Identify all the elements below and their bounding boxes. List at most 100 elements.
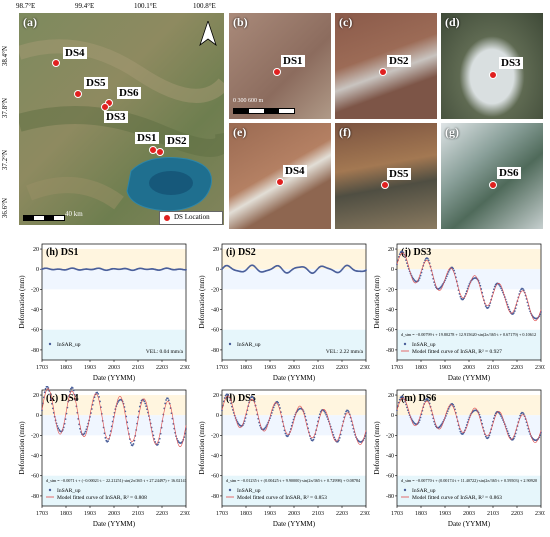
- data-point: [277, 401, 280, 404]
- y-tick-label: 0: [216, 267, 219, 273]
- data-point: [447, 270, 450, 273]
- photo-site-label: DS1: [281, 55, 305, 67]
- fitted-curve: [41, 388, 187, 447]
- chart-band: [222, 289, 366, 330]
- y-tick-label: -80: [31, 348, 39, 354]
- data-point: [499, 413, 502, 416]
- site-marker-ds3: [101, 103, 109, 111]
- chart-band: [222, 475, 366, 506]
- data-point: [309, 437, 312, 440]
- x-tick-label: 1703: [36, 511, 48, 517]
- data-point: [313, 436, 316, 439]
- chart-band: [397, 435, 541, 476]
- data-point: [452, 403, 455, 406]
- y-axis-label: Deformation (mm): [18, 421, 26, 475]
- data-point: [453, 405, 455, 408]
- fitted-curve: [396, 397, 542, 443]
- y-tick-label: -80: [211, 494, 219, 500]
- data-point: [498, 284, 501, 286]
- y-tick-label: -60: [386, 328, 394, 334]
- x-tick-label: 2003: [463, 511, 475, 517]
- data-point: [312, 438, 315, 441]
- y-axis-label: Deformation (mm): [18, 275, 26, 329]
- y-tick-label: -20: [31, 433, 39, 439]
- data-point: [513, 435, 516, 438]
- y-tick-label: -80: [31, 494, 39, 500]
- x-tick-label: 1703: [36, 365, 48, 371]
- data-point: [512, 437, 515, 440]
- y-tick-label: 0: [36, 267, 39, 273]
- photo-letter: (c): [339, 15, 353, 29]
- data-point: [452, 267, 455, 270]
- lat-tick: 38.4°N: [1, 46, 9, 67]
- data-point: [512, 312, 515, 314]
- photo-site-label: DS5: [387, 168, 411, 180]
- legend-label: InSAR_up: [237, 342, 261, 348]
- y-tick-label: -40: [386, 454, 394, 460]
- data-point: [223, 397, 226, 399]
- x-tick-label: 2003: [108, 365, 120, 371]
- data-point: [488, 434, 491, 437]
- x-tick-label: 2003: [288, 511, 300, 517]
- data-point: [44, 387, 47, 390]
- y-axis-label: Deformation (mm): [198, 421, 206, 475]
- y-tick-label: 0: [216, 413, 219, 419]
- x-tick-label: 1803: [415, 365, 427, 371]
- data-point: [462, 432, 465, 435]
- chart-band: [42, 249, 186, 270]
- y-tick-label: 20: [388, 247, 394, 253]
- y-tick-label: 20: [33, 393, 39, 399]
- data-point: [264, 426, 267, 429]
- velocity-annotation: VEL: 2.22 mm/a: [326, 349, 364, 355]
- lat-tick: 36.6°N: [1, 198, 9, 219]
- data-point: [344, 412, 347, 415]
- data-point: [145, 405, 148, 408]
- x-tick-label: 1803: [415, 511, 427, 517]
- data-point: [337, 440, 339, 443]
- y-tick-label: 20: [213, 247, 219, 253]
- chart-5: 20 0 -20 -40 -60 -80 1703 1803 1903 2003 2103 2203 2…: [373, 389, 545, 528]
- x-tick-label: 2103: [132, 365, 144, 371]
- chart-1: 20 0 -20 -40 -60 -80 1703 1803 1903 2003 2103 2203 2…: [198, 243, 370, 382]
- data-point: [157, 441, 160, 444]
- data-point: [107, 440, 110, 443]
- data-point: [487, 436, 490, 439]
- x-tick-label: 1903: [439, 365, 451, 371]
- photo-letter: (f): [339, 125, 351, 139]
- data-point: [427, 259, 430, 262]
- data-point: [131, 444, 134, 447]
- data-point: [487, 306, 490, 309]
- y-tick-label: 0: [391, 413, 394, 419]
- data-point: [143, 400, 146, 403]
- map-legend: DS Location: [159, 211, 223, 225]
- y-tick-label: -80: [386, 494, 394, 500]
- data-point: [459, 430, 462, 433]
- data-point: [85, 428, 88, 431]
- fit-equation: d_sim = −0.0071·t + (−0.00021·t − 22.212…: [46, 478, 187, 483]
- chart-band: [222, 329, 366, 360]
- photo-scale-label: 0 300 600 m: [233, 98, 264, 104]
- velocity-annotation: VEL: 0.04 mm/a: [146, 349, 184, 355]
- site-marker-ds4: [52, 59, 60, 67]
- data-point: [519, 414, 522, 417]
- data-point: [158, 437, 161, 440]
- fit-equation: d_sim = −0.00799·t + 19.80278 + 12.91562…: [401, 332, 536, 337]
- x-tick-label: 2203: [156, 511, 168, 517]
- scale-bar: [23, 215, 65, 221]
- map-panel-a: (a) DS4 DS5 DS6 DS3 DS1 DS2 40 km DS Loc…: [18, 12, 225, 226]
- x-axis-label: Date (YYMM): [93, 374, 136, 382]
- x-tick-label: 2103: [487, 511, 499, 517]
- legend-marker: [48, 488, 52, 492]
- legend-marker: [163, 214, 171, 222]
- y-tick-label: -20: [386, 433, 394, 439]
- y-tick-label: 0: [36, 413, 39, 419]
- legend-marker: [403, 488, 407, 492]
- legend-marker: [228, 488, 232, 492]
- chart-band: [397, 329, 541, 360]
- photo-letter: (g): [445, 125, 459, 139]
- legend-marker: [48, 342, 52, 346]
- x-tick-label: 2303: [180, 365, 190, 371]
- data-point: [117, 401, 119, 403]
- y-tick-label: -20: [386, 287, 394, 293]
- fit-equation: d_sim = −0.00770·t + (0.00174·t + 11.407…: [401, 478, 537, 483]
